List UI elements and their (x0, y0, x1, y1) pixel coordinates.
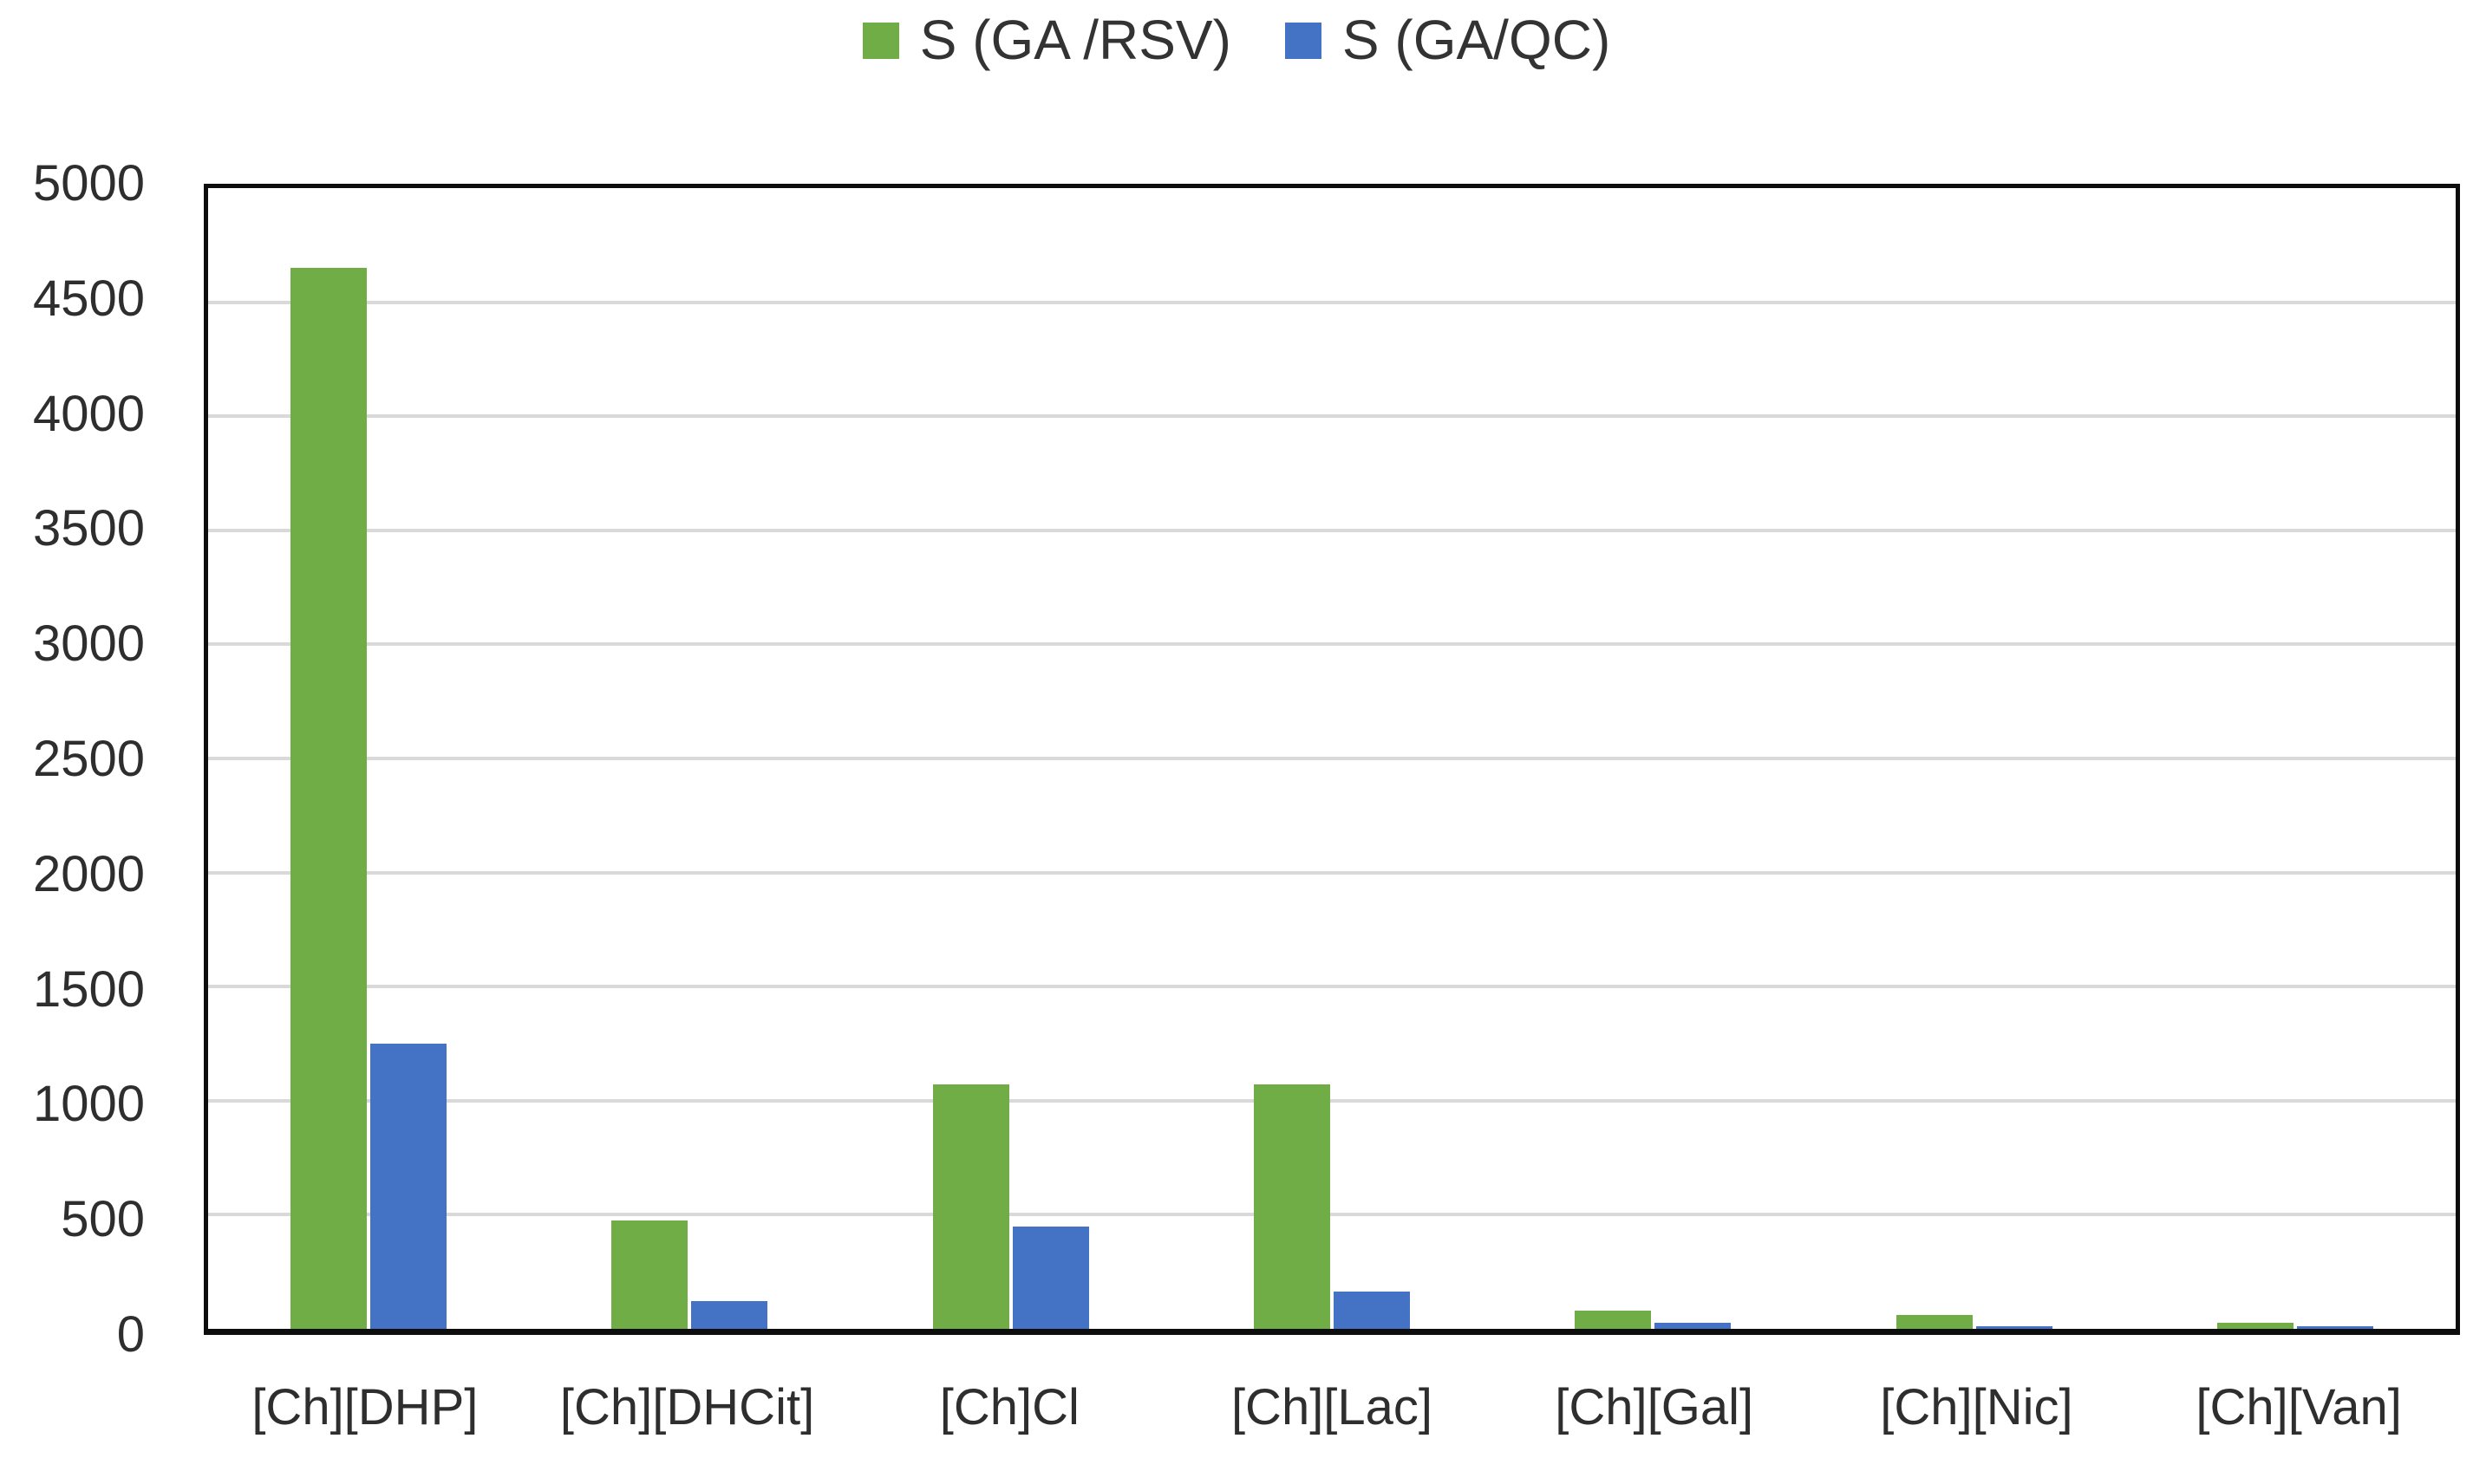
gridline (208, 300, 2456, 304)
bar-series-1-[Ch][DHCit] (691, 1301, 768, 1329)
legend-item: S (GA /RSV) (862, 9, 1231, 73)
y-tick-label: 500 (61, 1191, 145, 1248)
legend-item: S (GA/QC) (1284, 9, 1611, 73)
gridline (208, 1098, 2456, 1103)
gridline (208, 870, 2456, 875)
x-tick-label: [Ch][Gal] (1555, 1379, 1754, 1435)
bar-series-0-[Ch][Van] (2216, 1323, 2294, 1329)
plot-area (204, 184, 2460, 1335)
y-tick-label: 3000 (32, 615, 145, 673)
bar-series-0-[Ch][Nic] (1896, 1315, 1973, 1329)
bar-series-1-[Ch][Gal] (1654, 1323, 1732, 1329)
y-tick-label: 3500 (32, 500, 145, 557)
gridline (208, 985, 2456, 989)
plot-inner (208, 188, 2456, 1329)
legend-label: S (GA /RSV) (919, 9, 1231, 71)
x-tick-label: [Ch][Nic] (1880, 1379, 2073, 1435)
x-tick-label: [Ch][Lac] (1230, 1379, 1433, 1435)
bar-series-1-[Ch][Nic] (1975, 1325, 2052, 1329)
y-tick-label: 1500 (32, 960, 145, 1018)
gridline (208, 1213, 2456, 1217)
y-tick-label: 2500 (32, 731, 145, 787)
gridline (208, 757, 2456, 760)
bar-series-0-[Ch][Gal] (1575, 1310, 1652, 1329)
y-tick-label: 1000 (32, 1076, 145, 1133)
x-tick-label: [Ch][DHCit] (559, 1379, 815, 1435)
legend-swatch-icon (1284, 22, 1321, 59)
y-axis: 0 500 1000 1500 2000 2500 3000 3500 4000 4500 5000 (0, 159, 145, 1360)
gridline (208, 414, 2456, 419)
bar-series-1-[Ch][DHP] (370, 1044, 447, 1329)
bar-series-0-[Ch][Lac] (1254, 1084, 1330, 1329)
x-tick-label: [Ch]Cl (939, 1379, 1080, 1435)
bar-series-1-[Ch][Lac] (1334, 1291, 1410, 1329)
x-tick-label: [Ch][Van] (2196, 1379, 2402, 1435)
chart-legend: S (GA /RSV) S (GA/QC) (0, 9, 2473, 73)
bar-series-0-[Ch][DHCit] (611, 1220, 688, 1329)
y-tick-label: 4000 (32, 385, 145, 442)
gridline (208, 642, 2456, 647)
y-tick-label: 2000 (32, 845, 145, 902)
y-tick-label: 4500 (32, 270, 145, 327)
legend-label: S (GA/QC) (1341, 9, 1611, 71)
bar-series-1-[Ch][Van] (2296, 1326, 2373, 1329)
y-tick-label: 5000 (32, 155, 145, 212)
gridline (208, 528, 2456, 532)
legend-swatch-icon (862, 22, 899, 59)
bar-series-0-[Ch][DHP] (290, 268, 368, 1329)
y-tick-label: 0 (116, 1306, 145, 1363)
bar-series-1-[Ch]Cl (1012, 1226, 1089, 1329)
x-axis: [Ch][DHP] [Ch][DHCit] [Ch]Cl [Ch][Lac] [Ch][… (204, 1377, 2460, 1455)
bar-series-0-[Ch]Cl (932, 1084, 1009, 1329)
x-tick-label: [Ch][DHP] (251, 1379, 479, 1435)
